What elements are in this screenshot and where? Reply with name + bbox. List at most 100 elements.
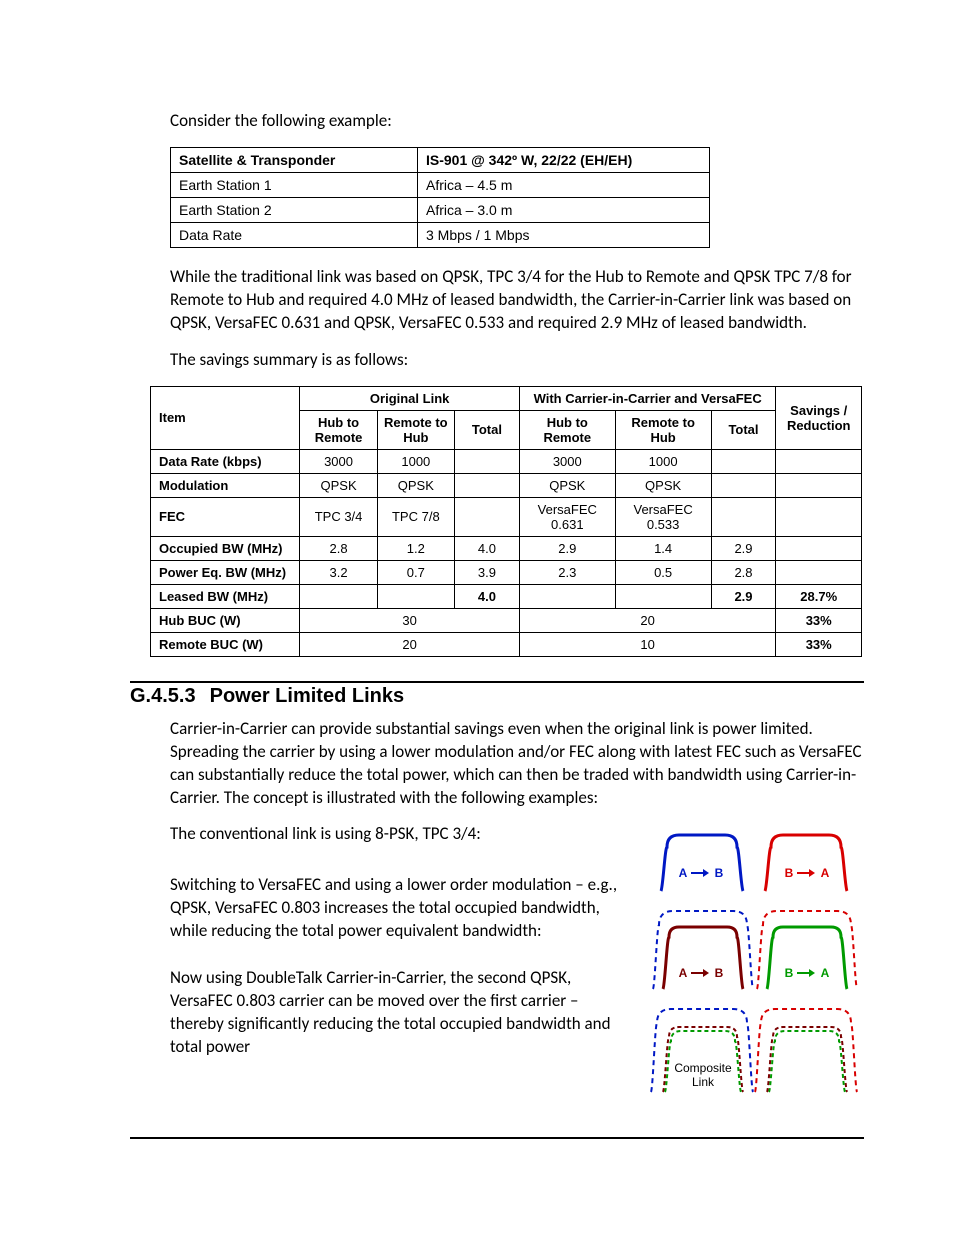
table-row: Hub BUC (W)302033% <box>151 608 862 632</box>
cell: QPSK <box>519 473 615 497</box>
table-row: Occupied BW (MHz)2.81.24.02.91.42.9 <box>151 536 862 560</box>
cell <box>711 497 776 536</box>
heading-title: Power Limited Links <box>210 685 404 707</box>
svg-text:A: A <box>821 966 830 980</box>
cell: 0.7 <box>377 560 454 584</box>
row-label: Power Eq. BW (MHz) <box>151 560 300 584</box>
cell: Data Rate <box>171 222 418 247</box>
svg-text:Link: Link <box>692 1075 715 1089</box>
cell <box>615 584 711 608</box>
table-row: Power Eq. BW (MHz)3.20.73.92.30.52.8 <box>151 560 862 584</box>
cell: 3000 <box>519 449 615 473</box>
table-row: ModulationQPSKQPSKQPSKQPSK <box>151 473 862 497</box>
cell: 2.8 <box>300 536 377 560</box>
cell: 1000 <box>615 449 711 473</box>
svg-text:B: B <box>785 866 794 880</box>
row-label: FEC <box>151 497 300 536</box>
cell: 3.2 <box>300 560 377 584</box>
row-label: Modulation <box>151 473 300 497</box>
cell: 10 <box>519 632 776 656</box>
sub-hub-to-remote-2: Hub to Remote <box>519 410 615 449</box>
cell <box>776 473 862 497</box>
table-row: Earth Station 1Africa – 4.5 m <box>171 172 710 197</box>
cell: 2.9 <box>519 536 615 560</box>
row-label: Hub BUC (W) <box>151 608 300 632</box>
cell: Satellite & Transponder <box>171 147 418 172</box>
sub-total-2: Total <box>711 410 776 449</box>
svg-text:A: A <box>679 966 688 980</box>
cell: 20 <box>519 608 776 632</box>
col-item: Item <box>151 386 300 449</box>
cell <box>454 473 519 497</box>
cell: 2.9 <box>711 536 776 560</box>
page-bottom-rule <box>130 1137 864 1139</box>
cell: IS-901 @ 342º W, 22/22 (EH/EH) <box>418 147 710 172</box>
col-cic: With Carrier-in-Carrier and VersaFEC <box>519 386 776 410</box>
table-row: FECTPC 3/4TPC 7/8 VersaFEC 0.631VersaFEC … <box>151 497 862 536</box>
paragraph-3: Carrier-in-Carrier can provide substanti… <box>170 718 864 810</box>
cell: 3 Mbps / 1 Mbps <box>418 222 710 247</box>
section-heading: G.4.5.3 Power Limited Links <box>130 681 864 708</box>
table-row: Data Rate (kbps)3000100030001000 <box>151 449 862 473</box>
cell: 33% <box>776 632 862 656</box>
cell: VersaFEC 0.631 <box>519 497 615 536</box>
cell: 2.3 <box>519 560 615 584</box>
cell: 30 <box>300 608 519 632</box>
heading-number: G.4.5.3 <box>130 685 196 707</box>
table-row: Leased BW (MHz)4.02.928.7% <box>151 584 862 608</box>
col-original-link: Original Link <box>300 386 519 410</box>
cell: Africa – 4.5 m <box>418 172 710 197</box>
cell <box>454 497 519 536</box>
row-label: Leased BW (MHz) <box>151 584 300 608</box>
svg-text:B: B <box>785 966 794 980</box>
cell: TPC 3/4 <box>300 497 377 536</box>
cell: 3.9 <box>454 560 519 584</box>
cell: QPSK <box>300 473 377 497</box>
table-row: Satellite & TransponderIS-901 @ 342º W, … <box>171 147 710 172</box>
cell: TPC 7/8 <box>377 497 454 536</box>
cell: 20 <box>300 632 519 656</box>
cell <box>454 449 519 473</box>
svg-text:A: A <box>679 866 688 880</box>
paragraph-2: The savings summary is as follows: <box>170 349 864 372</box>
satellite-table: Satellite & TransponderIS-901 @ 342º W, … <box>170 147 710 248</box>
svg-text:B: B <box>715 966 724 980</box>
cell <box>711 449 776 473</box>
cell: Earth Station 2 <box>171 197 418 222</box>
paragraph-1: While the traditional link was based on … <box>170 266 864 335</box>
cell: 0.5 <box>615 560 711 584</box>
row-label: Occupied BW (MHz) <box>151 536 300 560</box>
cell <box>776 449 862 473</box>
sub-remote-to-hub-2: Remote to Hub <box>615 410 711 449</box>
cell <box>776 497 862 536</box>
svg-text:B: B <box>715 866 724 880</box>
table-row: Remote BUC (W)201033% <box>151 632 862 656</box>
cell: VersaFEC 0.533 <box>615 497 711 536</box>
table-row: Earth Station 2Africa – 3.0 m <box>171 197 710 222</box>
intro-text: Consider the following example: <box>170 110 864 133</box>
row-label: Data Rate (kbps) <box>151 449 300 473</box>
cell: 1000 <box>377 449 454 473</box>
sub-remote-to-hub-1: Remote to Hub <box>377 410 454 449</box>
cell: 3000 <box>300 449 377 473</box>
cell <box>519 584 615 608</box>
cell <box>300 584 377 608</box>
cell: 28.7% <box>776 584 862 608</box>
cell: 4.0 <box>454 584 519 608</box>
cell <box>711 473 776 497</box>
svg-text:Composite: Composite <box>674 1061 732 1075</box>
cell: 33% <box>776 608 862 632</box>
spectrum-svg: ABBAABBACompositeLink <box>649 827 864 1097</box>
cell: 4.0 <box>454 536 519 560</box>
cell: 1.2 <box>377 536 454 560</box>
cell: 2.8 <box>711 560 776 584</box>
cell: QPSK <box>615 473 711 497</box>
cell <box>377 584 454 608</box>
col-savings: Savings / Reduction <box>776 386 862 449</box>
sub-hub-to-remote-1: Hub to Remote <box>300 410 377 449</box>
sub-total-1: Total <box>454 410 519 449</box>
cell: Africa – 3.0 m <box>418 197 710 222</box>
cell: QPSK <box>377 473 454 497</box>
row-label: Remote BUC (W) <box>151 632 300 656</box>
cell: 1.4 <box>615 536 711 560</box>
